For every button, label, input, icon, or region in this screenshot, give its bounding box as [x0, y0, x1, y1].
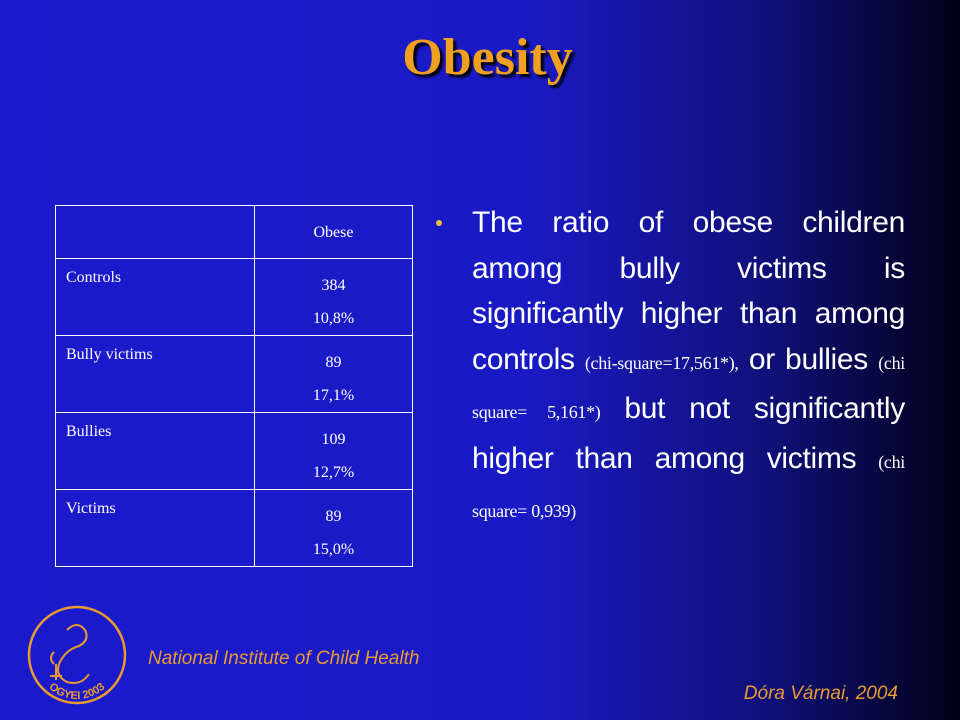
- count: 89: [325, 508, 342, 525]
- row-label: Bullies: [55, 412, 255, 490]
- row-label: Victims: [55, 489, 255, 567]
- percent: 15,0%: [312, 541, 355, 558]
- logo-figure: [57, 624, 90, 684]
- logo: OGYEI 2003: [27, 605, 127, 705]
- institute: National Institute of Child Health: [148, 648, 420, 669]
- header-cell: Obese: [254, 205, 413, 259]
- count: 89: [325, 354, 342, 371]
- table-row: Bullies 109 12,7%: [55, 412, 413, 490]
- author: Dóra Várnai, 2004: [743, 683, 898, 704]
- table-row: Controls 384 10,8%: [55, 258, 413, 336]
- count: 384: [321, 277, 346, 294]
- bullet-text: The ratio of obese children among bully …: [472, 200, 905, 535]
- title: Obesity: [402, 29, 573, 86]
- text-run: or bullies: [748, 342, 869, 376]
- count: 109: [321, 431, 346, 448]
- logo-ring: [27, 605, 127, 705]
- bullet-dot: [436, 220, 442, 226]
- value-cell: 89 15,0%: [254, 489, 413, 567]
- header-cell: [55, 205, 255, 259]
- row-label: Controls: [55, 258, 255, 336]
- table-row: Bully victims 89 17,1%: [55, 335, 413, 413]
- text-run: but not significantly higher than among …: [472, 392, 905, 475]
- value-cell: 384 10,8%: [254, 258, 413, 336]
- text-run: The ratio of obese children among bully …: [472, 206, 905, 376]
- data-table: Obese Controls 384 10,8% Bully victims 89 17,…: [55, 205, 413, 567]
- row-label: Bully victims: [55, 335, 255, 413]
- text-run: (chi square= 0,939): [472, 451, 905, 522]
- percent: 12,7%: [312, 464, 355, 481]
- value-cell: 109 12,7%: [254, 412, 413, 490]
- logo-flower: [50, 651, 62, 680]
- percent: 17,1%: [312, 387, 355, 404]
- text-run: (chi-square=17,561*),: [584, 352, 739, 373]
- percent: 10,8%: [312, 310, 355, 327]
- text-run: (chi square= 5,161*): [472, 352, 905, 423]
- value-cell: 89 17,1%: [254, 335, 413, 413]
- table-row: Victims 89 15,0%: [55, 489, 413, 567]
